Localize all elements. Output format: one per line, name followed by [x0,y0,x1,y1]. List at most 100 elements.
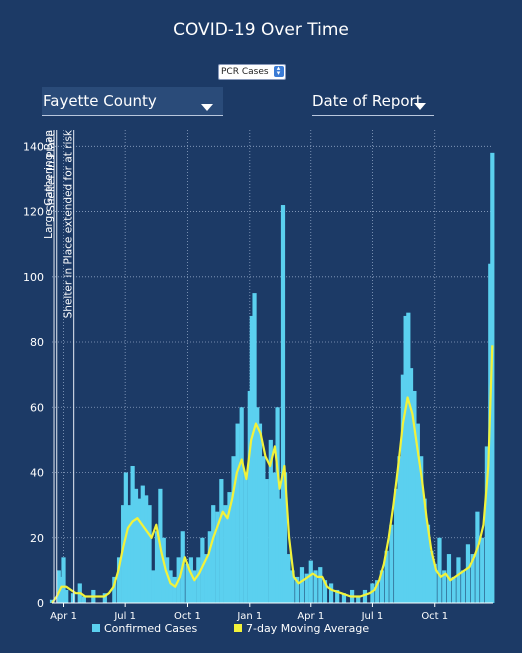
y-tick-label: 120 [23,206,44,219]
case-bar [264,479,269,603]
y-tick-label: 20 [30,532,44,545]
case-bar [188,557,193,603]
y-tick-label: 40 [30,467,44,480]
case-bar [133,488,139,603]
case-bar [102,593,107,603]
case-bar [328,583,334,603]
case-bar [165,557,170,603]
case-bar [318,567,323,603]
x-tick-label: Oct 1 [174,611,201,622]
case-bar [70,593,76,603]
case-bar [290,570,295,603]
case-bar [56,570,61,603]
case-bar [394,488,399,603]
annotation-label: Large Gathering Ban [43,130,55,239]
x-tick-label: Jan 1 [236,611,262,622]
case-bar [144,495,149,603]
case-bar [227,492,232,603]
date-field-dropdown-value: Date of Report [312,92,422,110]
case-bar [461,570,466,603]
case-bar [419,456,424,603]
date-field-dropdown[interactable]: Date of Report [312,87,434,116]
case-bar [389,524,394,603]
legend-moving-average[interactable]: 7-day Moving Average [234,622,369,635]
case-bar [64,589,69,603]
case-bar [116,557,122,603]
metric-select-value: PCR Cases [221,67,269,77]
case-bar [168,570,173,603]
case-bar [112,576,117,603]
case-bar [437,537,442,603]
case-bar [211,505,216,603]
case-bar [121,505,126,603]
chevron-down-icon[interactable] [414,103,426,110]
county-dropdown-value: Fayette County [43,92,157,110]
legend-swatch-cases [92,624,100,632]
case-bar [313,570,318,603]
case-bar [140,485,145,603]
y-tick-label: 0 [37,597,44,610]
case-bar [379,570,385,603]
case-bar [280,205,286,603]
case-bar [207,531,212,603]
case-bar [151,570,156,603]
case-bar [322,580,328,603]
case-bar [137,498,142,603]
stepper-arrows-icon[interactable]: ▴ ▾ [273,65,284,77]
case-bar [451,576,456,603]
y-tick-label: 100 [23,271,44,284]
case-bar [275,407,280,603]
case-bar [261,456,266,603]
case-bar [432,563,437,603]
case-bar [154,531,160,603]
case-bar [127,505,132,603]
y-tick-label: 80 [30,336,44,349]
case-bar [185,563,190,603]
case-bar [375,580,380,603]
county-dropdown[interactable]: Fayette County [42,87,223,116]
case-bar [442,570,447,603]
case-bar [257,423,263,603]
y-tick-label: 140 [23,140,44,153]
case-bar [239,407,244,603]
case-bar [272,472,277,603]
moving-average-line [51,345,494,604]
case-bar [400,374,406,603]
case-bar [299,567,305,603]
case-bar [475,511,480,603]
case-bar [249,315,254,603]
case-bar [223,505,228,603]
x-tick-label: Jul 1 [361,611,384,622]
case-bar [384,550,389,603]
case-bar [219,479,224,603]
case-bar [252,293,257,603]
case-bar [341,593,347,603]
case-bar [356,596,361,603]
case-bar [415,423,420,603]
metric-select[interactable]: PCR Cases ▴ ▾ [218,64,286,80]
case-bar [161,537,166,603]
case-bar [425,524,431,603]
case-bar [484,446,490,603]
legend-confirmed-cases[interactable]: Confirmed Cases [92,622,197,635]
y-tick-label: 60 [30,401,44,414]
case-bar [286,554,291,603]
case-bar [147,505,152,603]
legend-label-cases: Confirmed Cases [104,622,198,635]
case-bar [81,596,86,603]
case-bar [397,456,402,603]
case-bar [370,583,375,603]
case-bar [255,407,260,603]
case-bar [192,570,197,603]
case-bar [403,315,408,603]
case-bar [268,439,273,603]
case-bar [308,560,313,603]
x-tick-label: Apr 1 [297,611,324,622]
case-bar [480,537,485,603]
case-bar [130,465,135,603]
case-bar [422,498,427,603]
chevron-down-icon[interactable] [201,104,213,111]
annotation-label: Shelter In Place [46,130,58,212]
case-bar [172,576,177,603]
